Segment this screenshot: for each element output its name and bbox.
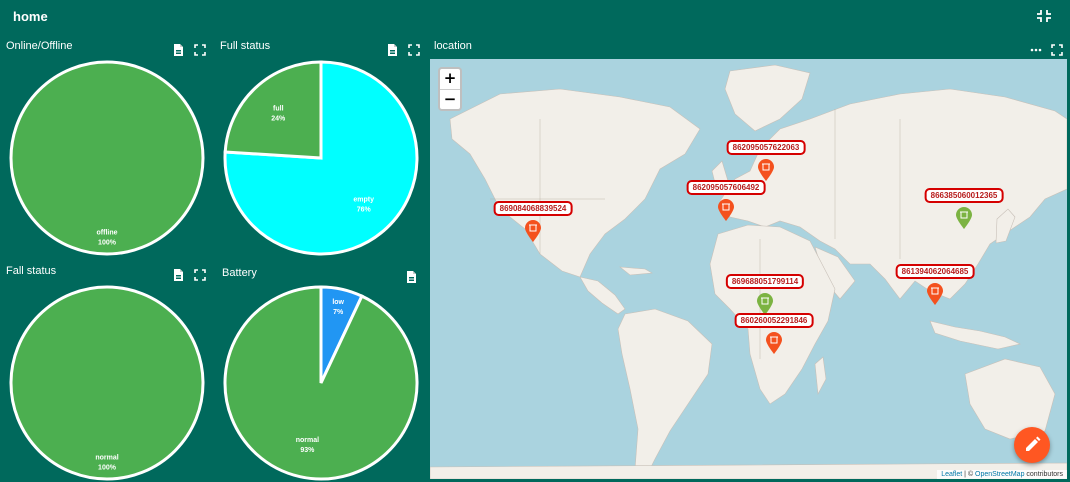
fullscreen-icon[interactable] (1050, 43, 1064, 57)
zoom-control: + − (438, 67, 462, 111)
pie-slice-percent: 100% (98, 465, 117, 472)
trash-bin-marker-icon[interactable] (718, 199, 734, 221)
pie-chart-full-status: empty 76% full 24% (223, 60, 419, 256)
trash-bin-marker-icon[interactable] (757, 293, 773, 315)
pie-slice-label: low (332, 299, 344, 306)
pie-slice-label: offline (97, 230, 118, 237)
pie-slice-full[interactable] (223, 60, 323, 160)
marker-label[interactable]: 869688051799114 (725, 274, 805, 289)
pie-slice-percent: 76% (357, 206, 372, 213)
openstreetmap-link[interactable]: OpenStreetMap (975, 471, 1025, 478)
marker-label[interactable]: 862095057622063 (726, 140, 806, 155)
marker-label[interactable]: 861394062064685 (895, 264, 975, 279)
pie-slice-empty[interactable] (223, 60, 419, 256)
pie-slice-normal[interactable] (9, 285, 205, 481)
edit-fab-button[interactable] (1014, 427, 1050, 463)
widget-title-online-offline: Online/Offline (6, 40, 73, 52)
marker-label[interactable]: 866385060012365 (924, 188, 1004, 203)
pie-slice-normal[interactable] (223, 285, 419, 481)
trash-bin-marker-icon[interactable] (927, 283, 943, 305)
pie-slice-label: empty (353, 196, 374, 203)
pie-slice-percent: 93% (300, 447, 315, 454)
zoom-in-button[interactable]: + (443, 69, 457, 87)
dashboard-title: home (13, 9, 48, 24)
marker-label[interactable]: 862095057606492 (686, 180, 766, 195)
trash-bin-marker-icon[interactable] (956, 207, 972, 229)
exit-fullscreen-icon[interactable] (1035, 8, 1053, 24)
export-csv-icon[interactable] (171, 43, 185, 57)
fullscreen-icon[interactable] (407, 43, 421, 57)
widget-title-fall-status: Fall status (6, 265, 57, 277)
fullscreen-icon[interactable] (193, 43, 207, 57)
fullscreen-icon[interactable] (193, 268, 207, 282)
pie-slice-label: normal (95, 455, 118, 462)
widget-title-full-status: Full status (220, 40, 271, 52)
widget-title-battery: Battery (222, 267, 257, 279)
more-options-icon[interactable] (1029, 43, 1043, 57)
export-csv-icon[interactable] (404, 270, 418, 284)
pie-slice-percent: 100% (98, 240, 117, 247)
attribution-suffix: contributors (1024, 471, 1063, 478)
trash-bin-marker-icon[interactable] (525, 220, 541, 242)
map-attribution: Leaflet | © OpenStreetMap contributors (937, 470, 1067, 479)
location-map[interactable]: + − 862095057622063 862095057606492 8690… (430, 59, 1067, 479)
pie-chart-online-offline: offline 100% (9, 60, 205, 256)
marker-label[interactable]: 869084068839524 (493, 201, 573, 216)
export-csv-icon[interactable] (385, 43, 399, 57)
trash-bin-marker-icon[interactable] (758, 159, 774, 181)
zoom-out-button[interactable]: − (440, 89, 460, 109)
pie-chart-battery: low 7% normal 93% (223, 285, 419, 481)
pencil-icon (1026, 436, 1041, 451)
leaflet-link[interactable]: Leaflet (941, 471, 963, 478)
widget-title-location: location (434, 40, 472, 52)
marker-label[interactable]: 860260052291846 (734, 313, 814, 328)
pie-slice-offline[interactable] (9, 60, 205, 256)
pie-slice-label: full (273, 106, 284, 113)
world-map-tiles (430, 64, 1067, 479)
attribution-separator: | © (962, 471, 976, 478)
pie-slice-label: normal (296, 437, 319, 444)
pie-slice-percent: 7% (333, 309, 344, 316)
export-csv-icon[interactable] (171, 268, 185, 282)
top-bar: home (0, 0, 1070, 34)
pie-chart-fall-status: normal 100% (9, 285, 205, 481)
pie-slice-percent: 24% (271, 116, 286, 123)
trash-bin-marker-icon[interactable] (766, 332, 782, 354)
